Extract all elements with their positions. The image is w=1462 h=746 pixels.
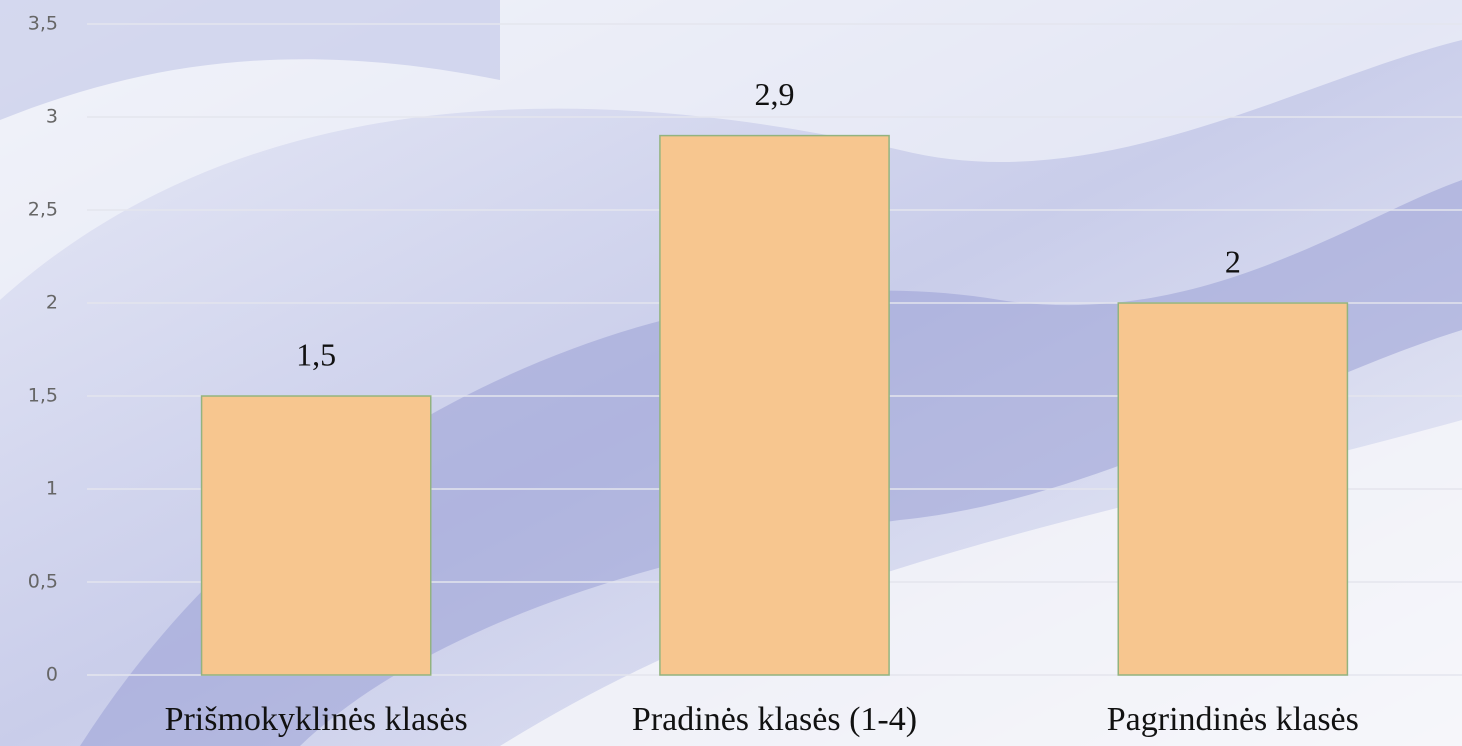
swoosh [0, 0, 500, 120]
bar [659, 134, 890, 676]
x-tick-label: Prišmokyklinės klasės [165, 701, 468, 738]
y-tick-label: 2,5 [28, 199, 58, 221]
data-label: 2,9 [755, 76, 795, 112]
y-tick-label: 1 [46, 478, 58, 500]
x-tick-label: Pradinės klasės (1-4) [632, 701, 917, 738]
y-tick-label: 2 [46, 292, 58, 314]
swoosh [0, 0, 1462, 300]
bar [1117, 302, 1349, 676]
y-tick-label: 0,5 [28, 571, 58, 593]
y-tick-label: 3 [46, 106, 58, 128]
bar [200, 395, 432, 676]
data-label: 2 [1225, 243, 1241, 279]
x-tick-label: Pagrindinės klasės [1107, 701, 1359, 738]
y-tick-label: 1,5 [28, 385, 58, 407]
y-tick-label: 0 [46, 664, 58, 686]
y-tick-label: 3,5 [28, 13, 58, 35]
data-label: 1,5 [296, 336, 336, 372]
